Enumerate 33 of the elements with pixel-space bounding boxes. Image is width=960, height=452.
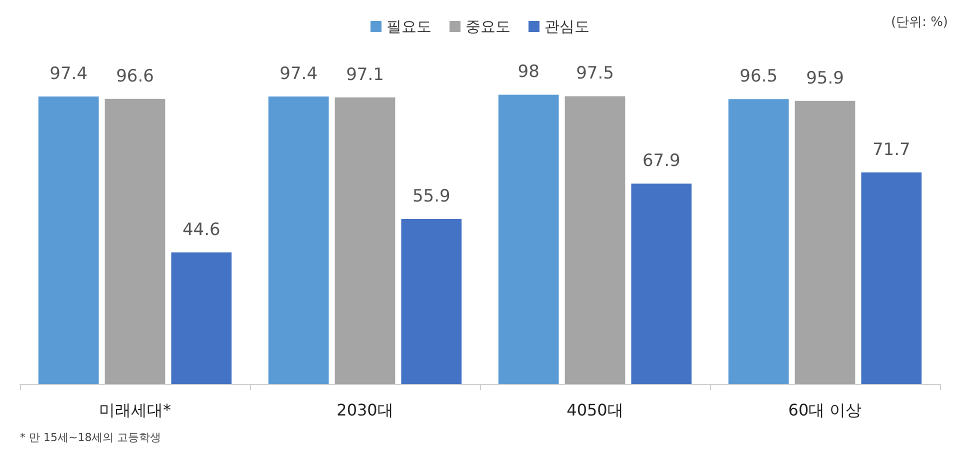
bar <box>334 97 396 384</box>
legend-label: 중요도 <box>466 18 510 36</box>
bar <box>401 218 462 384</box>
text: * 만 15세~18세의 고등학생 <box>20 431 162 444</box>
bar <box>861 172 922 384</box>
x-tick-label: 4050대 <box>566 400 624 420</box>
data-label: 97.4 <box>50 64 88 84</box>
bar <box>268 96 329 384</box>
bar <box>171 252 232 384</box>
data-label: 55.9 <box>412 186 450 206</box>
x-tick-label: 미래세대* <box>99 400 171 420</box>
data-label: 98 <box>518 62 540 82</box>
bar <box>631 184 692 384</box>
legend-label: 관심도 <box>544 18 590 36</box>
data-label: 97.1 <box>346 64 384 85</box>
data-label: 44.6 <box>182 220 220 240</box>
data-label: 67.9 <box>642 151 680 172</box>
bar <box>794 100 856 384</box>
bar <box>564 96 626 384</box>
data-label: 71.7 <box>872 140 910 160</box>
x-tick-label: 2030대 <box>336 400 394 420</box>
data-label: 96.6 <box>116 66 154 86</box>
data-label: 97.5 <box>576 64 614 84</box>
bar <box>728 99 789 384</box>
bar <box>104 98 166 384</box>
x-tick-label: 60대 이상 <box>788 400 862 420</box>
data-label: 95.9 <box>806 68 844 88</box>
text: (단위: %) <box>890 15 948 30</box>
bar <box>38 96 99 384</box>
data-label: 97.4 <box>280 64 318 84</box>
bar <box>498 94 559 384</box>
data-label: 96.5 <box>740 66 778 87</box>
legend-label: 필요도 <box>386 18 432 36</box>
